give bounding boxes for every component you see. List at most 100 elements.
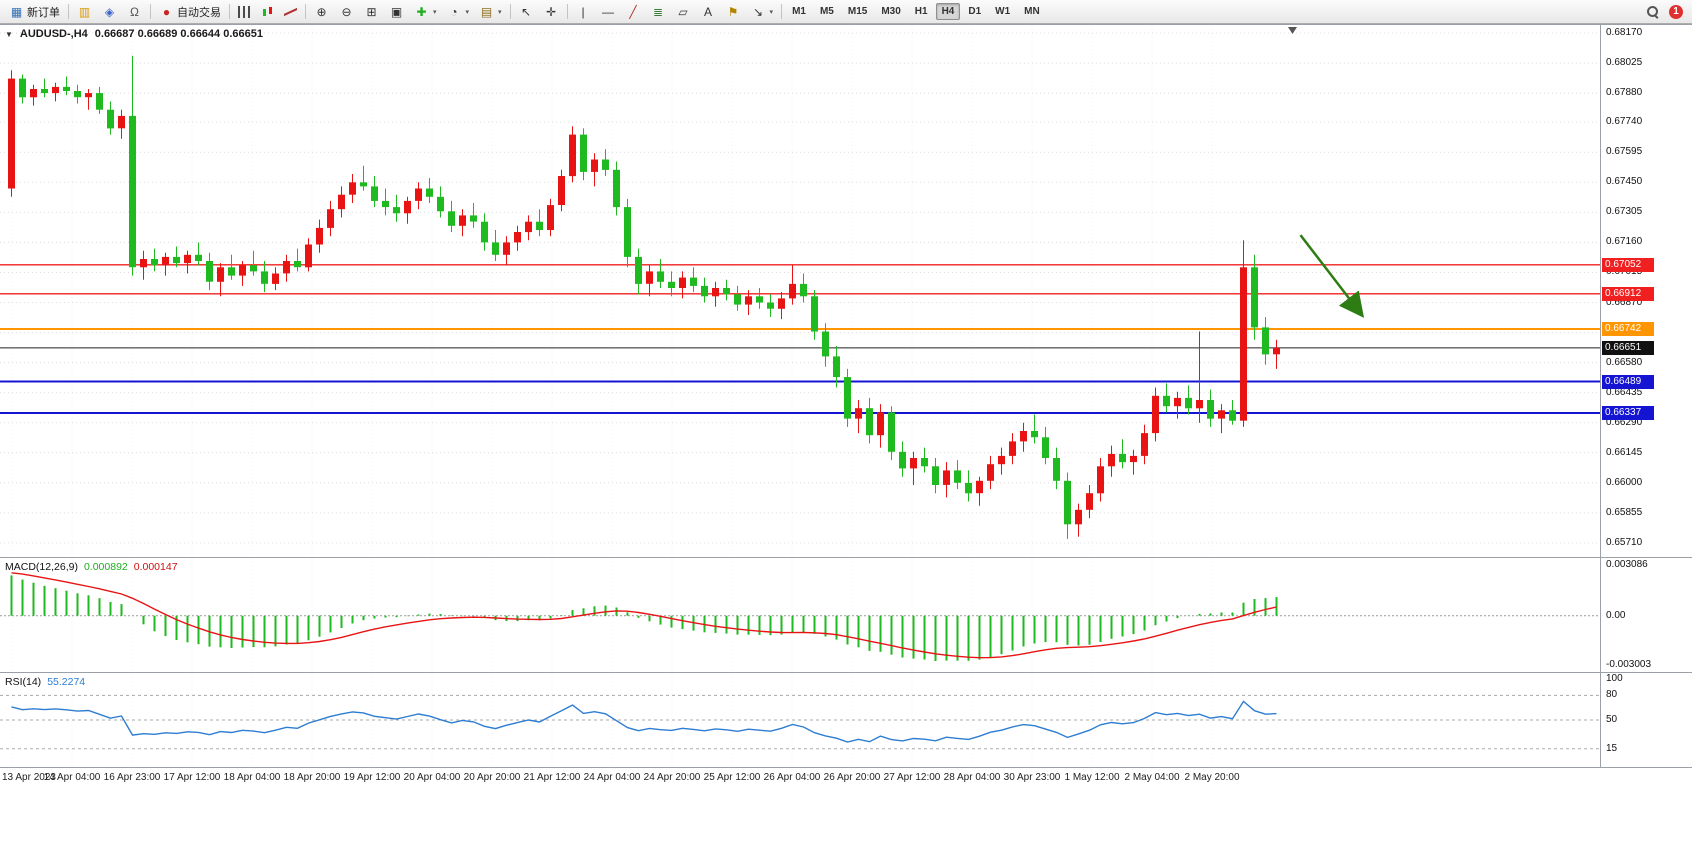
arrange-windows-button[interactable]: ▣ — [385, 2, 408, 22]
toolbar-separator — [68, 4, 69, 19]
candle-body — [338, 194, 345, 210]
horizontal-line-icon: — — [602, 4, 615, 19]
price-tick-label: 0.67880 — [1606, 87, 1643, 98]
crosshair-icon: ✛ — [546, 4, 557, 19]
timeframe-w1-button[interactable]: W1 — [989, 3, 1016, 20]
text-icon: A — [704, 4, 713, 19]
community-button[interactable]: ◈ — [98, 2, 121, 22]
search-button[interactable] — [1642, 2, 1663, 22]
candle-body — [492, 242, 499, 255]
trendline-button[interactable]: ╱ — [622, 2, 645, 22]
zoom-in-button[interactable]: ⊕ — [310, 2, 333, 22]
headset-icon: Ω — [130, 4, 139, 19]
candle-body — [888, 412, 895, 452]
candlestick-chart-button[interactable] — [257, 2, 278, 22]
macd-panel[interactable] — [0, 558, 1600, 672]
main-chart-panel[interactable] — [0, 25, 1600, 557]
time-axis-label: 2 May 04:00 — [1124, 772, 1180, 783]
line-chart-icon — [284, 6, 297, 18]
vertical-line-button[interactable]: | — [572, 2, 595, 22]
panel-separator[interactable] — [0, 557, 1692, 558]
periods-button[interactable]: ◔ ▾ — [443, 2, 474, 22]
line-chart-button[interactable] — [280, 2, 301, 22]
toolbar-separator — [509, 4, 511, 19]
candle-body — [1185, 397, 1192, 409]
rsi-panel[interactable] — [0, 673, 1600, 767]
candle-body — [294, 261, 301, 268]
candle-body — [459, 215, 466, 226]
timeframe-h1-button[interactable]: H1 — [909, 3, 934, 20]
text-label-button[interactable]: ⚑ — [722, 2, 745, 22]
macd-axis: 0.003086 0.00 -0.003003 — [1600, 558, 1692, 672]
candle-body — [1251, 267, 1258, 328]
candle-body — [624, 207, 631, 257]
templates-button[interactable]: ▤ ▾ — [475, 2, 506, 22]
tile-windows-button[interactable]: ⊞ — [360, 2, 383, 22]
panel-separator — [0, 767, 1692, 768]
toolbar-left-group: ▦ 新订单 ▥ ◈ Ω ● 自动交易 ⊕ ⊖ ⊞ ▣ ✚ ▾ ◔ ▾ ▤ ▾ ↖ ✛ | — ╱ ≣ ▱ A ⚑ ↘ ▾ — [4, 0, 785, 24]
chart-shift-marker-icon[interactable] — [1288, 27, 1297, 34]
crosshair-button[interactable]: ✛ — [540, 2, 563, 22]
candle-body — [481, 221, 488, 243]
candle-body — [393, 207, 400, 214]
candle-body — [8, 78, 15, 189]
price-badge-resistance-line-lower: 0.66912 — [1602, 287, 1654, 301]
templates-icon: ▤ — [480, 4, 493, 19]
text-button[interactable]: A — [697, 2, 720, 22]
zoom-out-button[interactable]: ⊖ — [335, 2, 358, 22]
indicators-button[interactable]: ✚ ▾ — [410, 2, 441, 22]
timeframe-m1-button[interactable]: M1 — [786, 3, 812, 20]
candle-body — [1042, 437, 1049, 458]
autotrade-button[interactable]: ● 自动交易 — [155, 2, 225, 22]
candle-body — [1119, 453, 1126, 463]
timeframe-m5-button[interactable]: M5 — [814, 3, 840, 20]
main-chart-canvas[interactable] — [0, 25, 1600, 557]
chart-window-button[interactable]: ▥ — [73, 2, 96, 22]
candle-body — [41, 89, 48, 94]
toolbar-right-group: 1 — [1641, 0, 1688, 24]
candle-body — [85, 93, 92, 98]
fibonacci-button[interactable]: ≣ — [647, 2, 670, 22]
arrow-tools-button[interactable]: ↘ ▾ — [747, 2, 778, 22]
horizontal-line-button[interactable]: — — [597, 2, 620, 22]
bar-chart-button[interactable] — [234, 2, 255, 22]
candle-body — [514, 232, 521, 243]
cursor-button[interactable]: ↖ — [515, 2, 538, 22]
price-tick-label: 0.67305 — [1606, 206, 1643, 217]
panel-separator[interactable] — [0, 672, 1692, 673]
timeframe-mn-button[interactable]: MN — [1018, 3, 1046, 20]
timeframe-d1-button[interactable]: D1 — [962, 3, 987, 20]
rsi-canvas[interactable] — [0, 673, 1600, 767]
candle-body — [382, 200, 389, 208]
timeframe-h4-button[interactable]: H4 — [935, 3, 961, 20]
timeframe-m15-button[interactable]: M15 — [842, 3, 873, 20]
candle-body — [690, 277, 697, 286]
candle-body — [327, 209, 334, 228]
candle-body — [250, 265, 257, 272]
candle-body — [998, 455, 1005, 465]
timeframe-m30-button[interactable]: M30 — [875, 3, 906, 20]
macd-canvas[interactable] — [0, 558, 1600, 672]
candle-body — [30, 89, 37, 98]
support-button[interactable]: Ω — [123, 2, 146, 22]
price-tick-label: 0.66145 — [1606, 447, 1643, 458]
candle-body — [217, 267, 224, 282]
price-axis[interactable]: 0.68170 0.68025 0.67880 0.67740 0.67595 0.674… — [1600, 25, 1692, 557]
chart-window[interactable]: 0.68170 0.68025 0.67880 0.67740 0.67595 0.674… — [0, 24, 1692, 856]
arrow-tools-icon: ↘ — [753, 4, 764, 19]
candle-body — [855, 408, 862, 419]
new-order-button[interactable]: ▦ 新订单 — [5, 2, 64, 22]
rsi-tick-label: 15 — [1606, 743, 1618, 754]
rsi-axis: 100 80 50 15 — [1600, 673, 1692, 767]
trend-arrow-annotation[interactable] — [1299, 234, 1365, 318]
time-axis-label: 1 May 12:00 — [1064, 772, 1120, 783]
price-tick-label: 0.66580 — [1606, 357, 1643, 368]
candle-body — [701, 285, 708, 297]
time-axis[interactable]: 13 Apr 2023 14 Apr 04:00 16 Apr 23:00 17 Ap… — [0, 768, 1692, 790]
shapes-button[interactable]: ▱ — [672, 2, 695, 22]
candle-body — [965, 482, 972, 494]
notifications-button[interactable]: 1 — [1665, 2, 1687, 22]
candle-body — [1108, 453, 1115, 467]
candle-body — [767, 302, 774, 309]
macd-tick-label: 0.00 — [1606, 610, 1626, 621]
